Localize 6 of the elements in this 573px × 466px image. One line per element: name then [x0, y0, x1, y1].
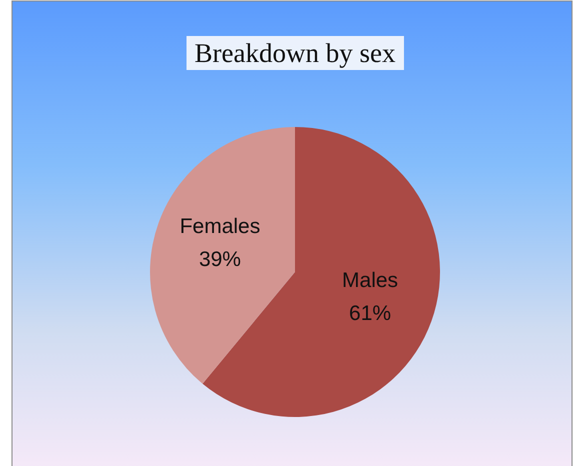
chart-title: Breakdown by sex [194, 38, 396, 68]
data-label: 39% [198, 248, 241, 271]
data-label: 61% [349, 302, 392, 326]
slice-label: Females [180, 214, 260, 238]
pie-slice [150, 127, 295, 384]
slice-label: Males [342, 269, 398, 292]
